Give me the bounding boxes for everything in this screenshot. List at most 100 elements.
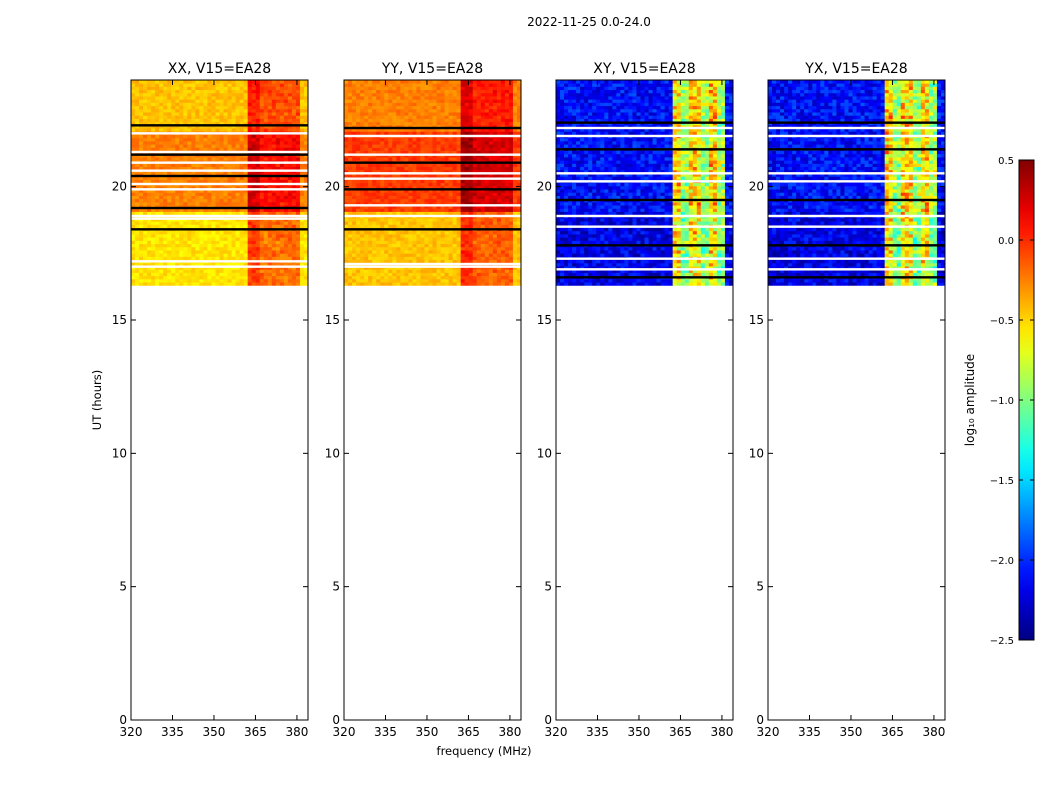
- heatmap-cell: [303, 256, 309, 261]
- heatmap-cell: [279, 157, 285, 161]
- heatmap-cell: [279, 96, 285, 100]
- heatmap-cell: [436, 182, 441, 187]
- heatmap-cell: [400, 192, 405, 196]
- heatmap-cell: [352, 278, 357, 283]
- heatmap-cell: [516, 240, 522, 245]
- heatmap-cell: [424, 157, 429, 161]
- heatmap-cell: [428, 253, 433, 257]
- heatmap-cell: [492, 140, 498, 145]
- heatmap-cell: [147, 256, 152, 261]
- heatmap-cell: [508, 282, 514, 286]
- heatmap-cell: [400, 144, 405, 148]
- heatmap-cell: [139, 272, 144, 277]
- heatmap-cell: [255, 83, 261, 87]
- heatmap-cell: [263, 211, 269, 216]
- heatmap-cell: [207, 102, 212, 107]
- heatmap-cell: [416, 198, 421, 203]
- heatmap-cell: [179, 230, 184, 235]
- heatmap-cell: [392, 259, 397, 264]
- heatmap-cell: [299, 201, 305, 206]
- heatmap-cell: [500, 157, 506, 161]
- heatmap-cell: [360, 166, 365, 171]
- heatmap-cell: [135, 179, 140, 184]
- heatmap-cell: [259, 234, 265, 238]
- heatmap-cell: [392, 240, 397, 245]
- heatmap-cell: [476, 230, 482, 235]
- heatmap-cell: [472, 192, 478, 196]
- heatmap-cell: [348, 157, 353, 161]
- heatmap-cell: [195, 176, 200, 180]
- heatmap-cell: [484, 144, 490, 148]
- heatmap-cell: [227, 262, 232, 267]
- heatmap-cell: [223, 192, 228, 196]
- heatmap-cell: [488, 189, 494, 193]
- heatmap-cell: [291, 144, 297, 148]
- heatmap-cell: [416, 189, 421, 193]
- heatmap-cell: [243, 221, 249, 225]
- heatmap-cell: [388, 169, 393, 174]
- heatmap-cell: [476, 224, 482, 228]
- heatmap-cell: [151, 208, 156, 212]
- heatmap-cell: [163, 189, 168, 193]
- heatmap-cell: [259, 124, 265, 129]
- heatmap-cell: [352, 250, 357, 254]
- heatmap-cell: [484, 237, 490, 241]
- heatmap-cell: [396, 137, 401, 142]
- heatmap-cell: [460, 278, 466, 283]
- heatmap-cell: [456, 253, 462, 257]
- heatmap-cell: [255, 179, 261, 184]
- heatmap-cell: [432, 201, 437, 206]
- heatmap-cell: [424, 195, 429, 200]
- heatmap-cell: [291, 92, 297, 97]
- heatmap-cell: [159, 99, 164, 103]
- heatmap-cell: [287, 176, 293, 180]
- heatmap-cell: [400, 205, 405, 209]
- heatmap-cell: [263, 198, 269, 203]
- heatmap-cell: [460, 256, 466, 261]
- heatmap-cell: [295, 166, 301, 171]
- heatmap-cell: [384, 272, 389, 277]
- heatmap-cell: [287, 102, 293, 107]
- heatmap-cell: [291, 278, 297, 283]
- heatmap-cell: [436, 217, 441, 222]
- heatmap-cell: [376, 275, 381, 280]
- heatmap-cell: [295, 105, 301, 110]
- heatmap-cell: [299, 211, 305, 216]
- heatmap-cell: [452, 173, 458, 177]
- flagged-row: [131, 217, 308, 220]
- heatmap-cell: [344, 157, 349, 161]
- heatmap-cell: [231, 147, 236, 151]
- heatmap-cell: [183, 185, 188, 190]
- heatmap-cell: [195, 269, 200, 273]
- heatmap-cell: [203, 96, 208, 100]
- heatmap-cell: [504, 201, 510, 206]
- heatmap-cell: [275, 96, 281, 100]
- heatmap-cell: [135, 189, 140, 193]
- heatmap-cell: [448, 250, 454, 254]
- heatmap-cell: [472, 140, 478, 145]
- heatmap-cell: [151, 179, 156, 184]
- heatmap-cell: [139, 115, 144, 119]
- heatmap-cell: [151, 192, 156, 196]
- heatmap-cell: [199, 118, 204, 123]
- heatmap-cell: [203, 185, 208, 190]
- heatmap-cell: [267, 243, 273, 248]
- heatmap-cell: [380, 234, 385, 238]
- heatmap-cell: [211, 278, 216, 283]
- heatmap-cell: [139, 128, 144, 132]
- heatmap-cell: [263, 179, 269, 184]
- heatmap-cell: [400, 195, 405, 200]
- heatmap-cell: [159, 144, 164, 148]
- heatmap-cell: [376, 189, 381, 193]
- heatmap-cell: [364, 269, 369, 273]
- heatmap-cell: [283, 166, 289, 171]
- heatmap-cell: [364, 240, 369, 245]
- heatmap-cell: [219, 105, 224, 110]
- heatmap-cell: [344, 195, 349, 200]
- heatmap-cell: [231, 157, 236, 161]
- heatmap-cell: [344, 243, 349, 248]
- heatmap-cell: [344, 253, 349, 257]
- heatmap-cell: [287, 234, 293, 238]
- heatmap-cell: [500, 266, 506, 270]
- heatmap-cell: [219, 192, 224, 196]
